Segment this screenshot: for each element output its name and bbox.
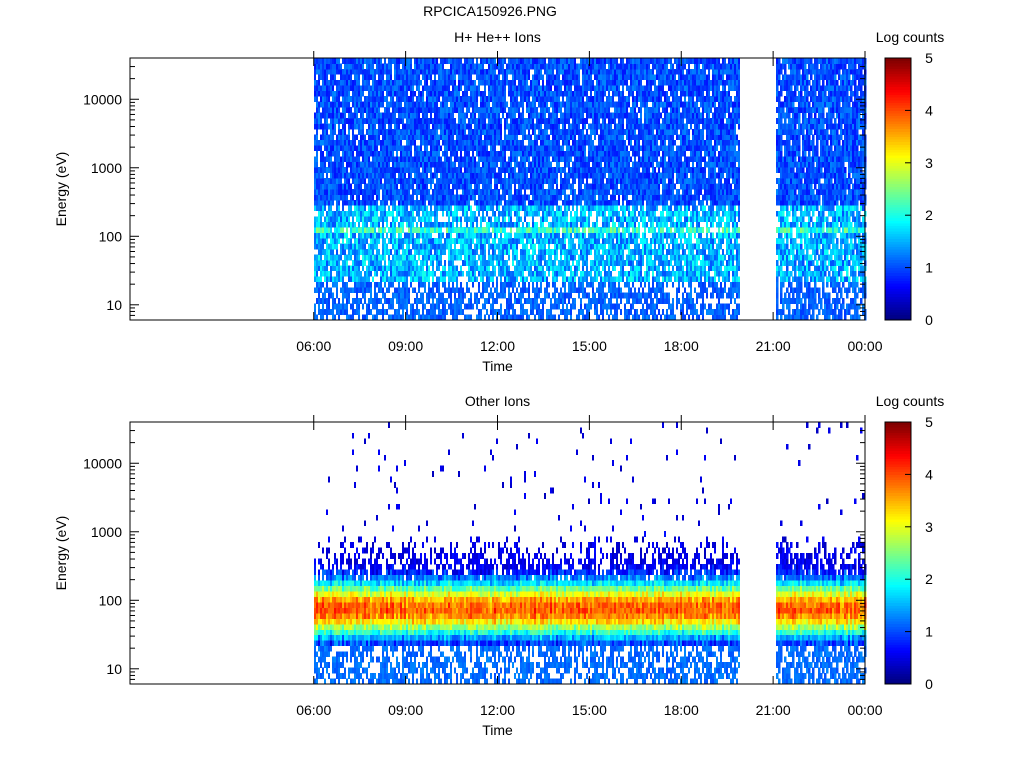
x-axis-label: Time [482, 722, 513, 738]
colorbar-tick-label: 1 [925, 260, 933, 276]
y-tick-label: 10000 [83, 91, 122, 107]
y-tick-label: 1000 [91, 160, 122, 176]
colorbar-tick-label: 3 [925, 155, 933, 171]
x-tick-label: 21:00 [756, 338, 791, 354]
y-axis-label: Energy (eV) [53, 152, 69, 227]
colorbar-frame [884, 421, 912, 685]
x-tick-label: 15:00 [572, 702, 607, 718]
colorbar-tick-label: 5 [925, 50, 933, 66]
y-tick-label: 10 [106, 297, 122, 313]
x-axis-label: Time [482, 358, 513, 374]
colorbar-tick-label: 4 [925, 466, 933, 482]
x-tick-label: 00:00 [847, 702, 882, 718]
x-tick-label: 12:00 [480, 338, 515, 354]
x-tick-label: 06:00 [296, 338, 331, 354]
x-tick-label: 18:00 [664, 338, 699, 354]
colorbar-tick-label: 0 [925, 676, 933, 692]
x-tick-label: 12:00 [480, 702, 515, 718]
colorbar: 0 1 2 3 4 5 Log counts [876, 393, 945, 692]
y-tick-label: 100 [99, 592, 123, 608]
panel-title: H+ He++ Ions [454, 29, 541, 45]
x-tick-label: 06:00 [296, 702, 331, 718]
spectrogram-image [313, 422, 867, 685]
spectrogram-image [313, 58, 867, 321]
colorbar-frame [884, 57, 912, 321]
colorbar-tick-label: 3 [925, 519, 933, 535]
colorbar-tick-label: 0 [925, 312, 933, 328]
colorbar-tick-label: 4 [925, 102, 933, 118]
panel-1: H+ He++ Ions 06:00 09:00 12:00 15:00 18:00 21:… [53, 29, 944, 374]
y-tick-label: 10000 [83, 455, 122, 471]
y-tick-label: 1000 [91, 524, 122, 540]
y-tick-label: 100 [99, 228, 123, 244]
panel-title: Other Ions [465, 393, 530, 409]
y-axis-label: Energy (eV) [53, 516, 69, 591]
x-tick-label: 21:00 [756, 702, 791, 718]
colorbar-tick-label: 2 [925, 571, 933, 587]
colorbar-tick-label: 5 [925, 414, 933, 430]
figure-filename-title: RPCICA150926.PNG [423, 3, 557, 19]
colorbar-tick-label: 1 [925, 624, 933, 640]
colorbar-tick-label: 2 [925, 207, 933, 223]
colorbar: 0 1 2 3 4 5 Log counts [876, 29, 945, 328]
x-tick-label: 09:00 [388, 338, 423, 354]
colorbar-label: Log counts [876, 29, 945, 45]
colorbar-label: Log counts [876, 393, 945, 409]
x-tick-label: 18:00 [664, 702, 699, 718]
x-tick-label: 09:00 [388, 702, 423, 718]
y-tick-label: 10 [106, 661, 122, 677]
x-tick-label: 15:00 [572, 338, 607, 354]
x-tick-label: 00:00 [847, 338, 882, 354]
panel-2: Other Ions 06:00 09:00 12:00 15:00 18:00 21:00… [53, 393, 944, 738]
